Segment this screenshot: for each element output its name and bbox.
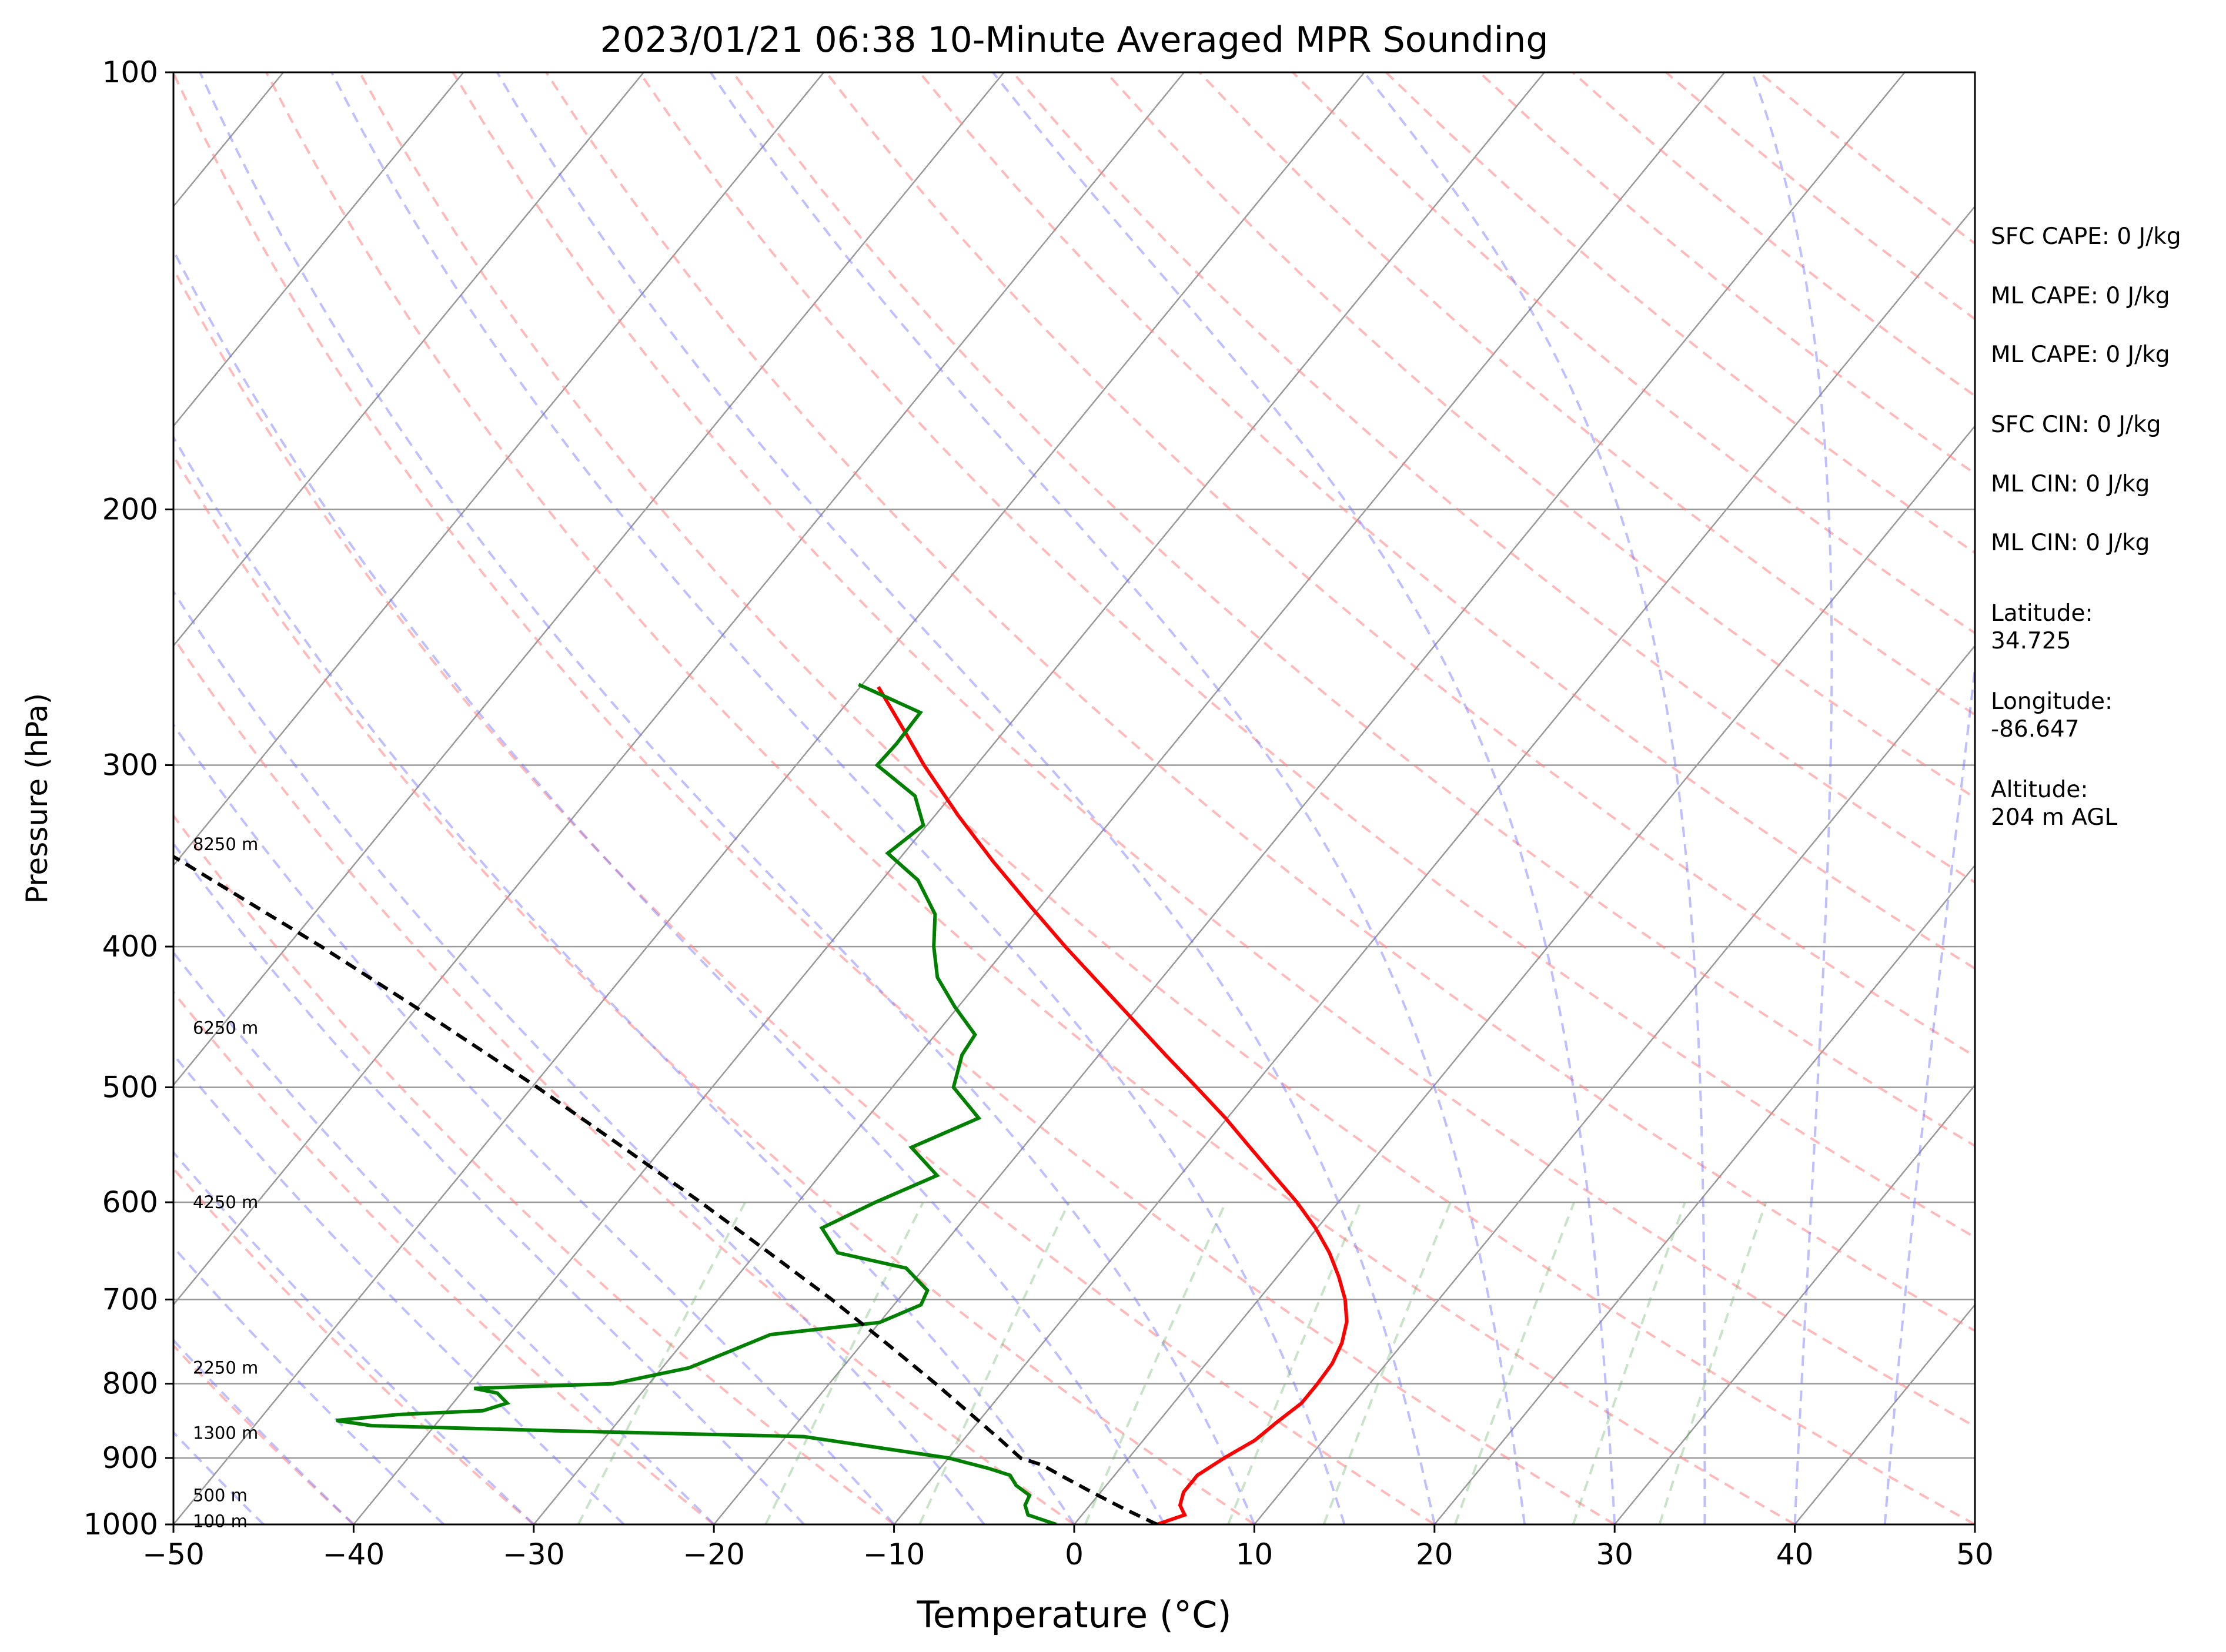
x-tick-label: −10	[863, 1537, 925, 1571]
longitude-heading: Longitude:	[1991, 688, 2113, 715]
longitude-value: -86.647	[1991, 716, 2080, 743]
moist-adiabat-line	[173, 1151, 535, 1524]
x-axis: −50 −40 −30 −20 −10 0 10 20 30 40 50	[142, 1524, 1994, 1571]
x-tick-label: 0	[1065, 1537, 1084, 1571]
ml-cape-label: ML CAPE: 0 J/kg	[1991, 283, 2170, 309]
mixing-ratio-line	[1658, 1202, 1767, 1524]
moist-adiabat-line	[173, 589, 985, 1524]
x-tick-label: 30	[1596, 1537, 1633, 1571]
mixing-ratio-line	[1572, 1202, 1686, 1524]
x-tick-label: 50	[1956, 1537, 1994, 1571]
x-tick-label: −40	[323, 1537, 385, 1571]
x-tick-label: 20	[1416, 1537, 1453, 1571]
sfc-cape-label: SFC CAPE: 0 J/kg	[1991, 223, 2181, 250]
x-tick-label: 40	[1776, 1537, 1814, 1571]
height-labels: 100 m 500 m 1300 m 2250 m 4250 m 6250 m 8250 m	[193, 834, 258, 1531]
isotherm-line	[173, 72, 1185, 1306]
y-tick-label: 100	[102, 55, 158, 89]
profile-series-0	[877, 685, 1349, 1524]
dry-adiabat-line	[173, 1343, 355, 1524]
isotherm-line	[173, 72, 825, 867]
dry-adiabat-line	[173, 636, 1075, 1524]
y-tick-label: 900	[102, 1441, 158, 1475]
profile-series-1	[336, 683, 1057, 1524]
moist-adiabat-line	[992, 72, 1616, 1524]
background-lines	[173, 72, 1975, 1524]
x-tick-label: −50	[142, 1537, 205, 1571]
moist-adiabat-line	[1883, 658, 1975, 1524]
moist-adiabat-line	[173, 951, 715, 1524]
dry-adiabat-line	[358, 72, 1975, 1524]
height-label: 8250 m	[193, 834, 258, 854]
y-tick-label: 500	[102, 1070, 158, 1104]
ml-cape-label-2: ML CAPE: 0 J/kg	[1991, 342, 2170, 368]
altitude-heading: Altitude:	[1991, 777, 2088, 803]
latitude-value: 34.725	[1991, 628, 2071, 654]
mixing-ratio-line	[577, 1202, 747, 1524]
dry-adiabat-line	[1198, 72, 1975, 717]
y-tick-label: 600	[102, 1185, 158, 1219]
y-tick-label: 1000	[83, 1507, 158, 1541]
x-tick-label: −20	[683, 1537, 745, 1571]
isotherm-line	[1254, 644, 1975, 1524]
moist-adiabat-line	[1751, 72, 1833, 1524]
plot-area	[173, 72, 1975, 1524]
height-label: 1300 m	[193, 1423, 258, 1443]
isotherm-line	[1794, 1303, 1975, 1524]
moist-adiabat-line	[330, 72, 1346, 1524]
dry-adiabat-line	[265, 72, 1796, 1524]
mixing-ratio-line	[1453, 1202, 1576, 1524]
isotherm-line	[1074, 424, 1975, 1524]
isotherm-line	[713, 72, 1906, 1524]
x-tick-label: 10	[1236, 1537, 1274, 1571]
moist-adiabat-line	[173, 841, 805, 1524]
height-label: 2250 m	[193, 1357, 258, 1377]
ml-cin-label-2: ML CIN: 0 J/kg	[1991, 530, 2150, 556]
y-tick-label: 800	[102, 1367, 158, 1401]
moist-adiabat-line	[1363, 72, 1706, 1524]
profile-series-2	[173, 854, 1158, 1524]
moist-adiabat-line	[199, 72, 1256, 1524]
dry-adiabat-line	[173, 814, 895, 1524]
profile-lines	[173, 683, 1349, 1524]
chart-title: 2023/01/21 06:38 10-Minute Averaged MPR …	[600, 19, 1549, 61]
height-label: 500 m	[193, 1486, 248, 1506]
y-tick-label: 300	[102, 748, 158, 782]
dry-adiabat-line	[639, 72, 1975, 1239]
y-tick-label: 200	[102, 493, 158, 527]
isotherm-line	[1433, 864, 1975, 1524]
y-tick-label: 400	[102, 929, 158, 964]
moist-adiabat-line	[496, 72, 1436, 1524]
dry-adiabat-line	[545, 72, 1975, 1333]
isotherm-line	[1614, 1084, 1975, 1524]
isotherm-line	[353, 72, 1545, 1524]
altitude-value: 204 m AGL	[1991, 804, 2117, 831]
x-axis-label: Temperature (°C)	[916, 1593, 1231, 1636]
isotherm-line	[173, 72, 1005, 1086]
dry-adiabat-line	[173, 453, 1255, 1524]
dry-adiabat-line	[173, 990, 715, 1524]
latitude-heading: Latitude:	[1991, 600, 2093, 627]
moist-adiabat-line	[173, 1052, 625, 1524]
moist-adiabat-line	[173, 1338, 355, 1524]
dry-adiabat-line	[1105, 72, 1975, 800]
isotherm-line	[173, 72, 1365, 1524]
height-label: 6250 m	[193, 1018, 258, 1038]
height-label: 4250 m	[193, 1192, 258, 1212]
y-axis-label: Pressure (hPa)	[20, 693, 54, 904]
x-tick-label: −30	[503, 1537, 565, 1571]
ml-cin-label: ML CIN: 0 J/kg	[1991, 471, 2150, 497]
sfc-cin-label: SFC CIN: 0 J/kg	[1991, 412, 2161, 438]
moist-adiabat-line	[709, 72, 1526, 1524]
mixing-ratio-line	[764, 1202, 924, 1524]
height-label: 100 m	[193, 1511, 248, 1531]
dry-adiabat-line	[1011, 72, 1975, 884]
moist-adiabat-line	[173, 434, 1075, 1524]
y-tick-label: 700	[102, 1282, 158, 1316]
dry-adiabat-line	[452, 72, 1975, 1428]
y-axis: 1000 900 800 700 600 500 400 300 200 100	[83, 55, 173, 1541]
mixing-ratio-line	[1322, 1202, 1452, 1524]
isotherm-line	[533, 72, 1726, 1524]
